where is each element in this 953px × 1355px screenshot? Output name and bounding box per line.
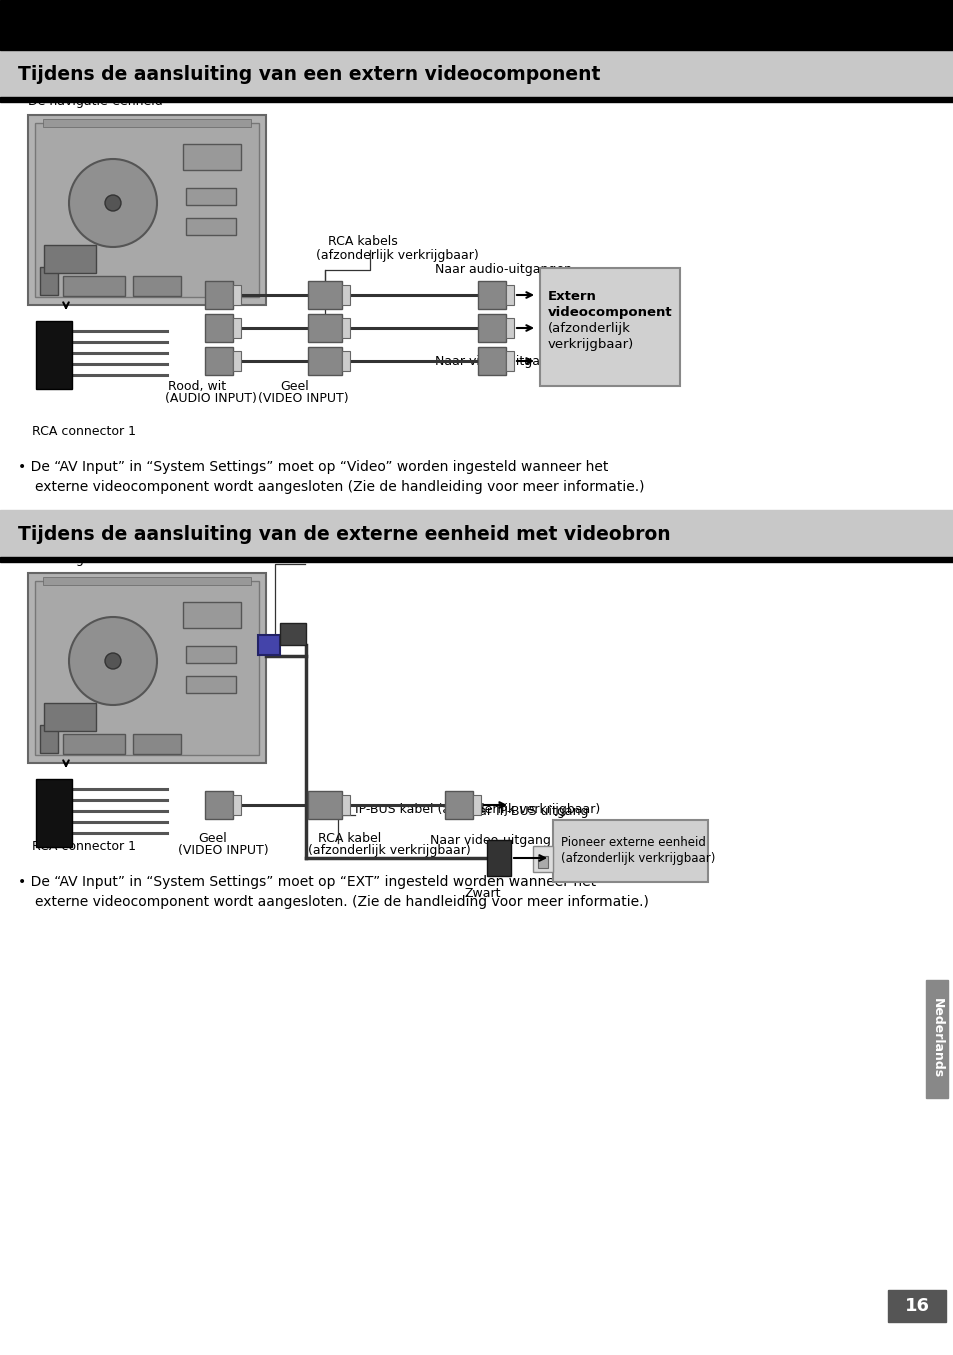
Text: RCA kabels: RCA kabels <box>328 234 397 248</box>
Text: Geel: Geel <box>198 832 227 846</box>
Circle shape <box>105 195 121 211</box>
Text: • De “AV Input” in “System Settings” moet op “EXT” ingesteld worden wanneer het: • De “AV Input” in “System Settings” moe… <box>18 875 596 889</box>
Text: (afzonderlijk: (afzonderlijk <box>547 322 630 335</box>
Bar <box>341 285 350 305</box>
Bar <box>0 50 953 98</box>
Text: (VIDEO INPUT): (VIDEO INPUT) <box>257 392 348 405</box>
Bar <box>477 347 505 375</box>
Text: IP-BUS kabel (afzonderlijk verkrijgbaar): IP-BUS kabel (afzonderlijk verkrijgbaar) <box>355 804 599 816</box>
Bar <box>233 351 241 371</box>
Bar <box>233 318 241 337</box>
Bar <box>887 1290 945 1322</box>
Bar <box>539 268 679 386</box>
Bar <box>308 314 341 341</box>
Circle shape <box>69 159 157 247</box>
Bar <box>925 980 947 1098</box>
Text: 16: 16 <box>903 1297 928 1314</box>
Text: (VIDEO INPUT): (VIDEO INPUT) <box>178 844 269 856</box>
Bar <box>505 318 514 337</box>
Bar <box>43 577 251 585</box>
Text: (afzonderlijk verkrijgbaar): (afzonderlijk verkrijgbaar) <box>315 249 478 262</box>
Text: RCA connector 1: RCA connector 1 <box>32 840 136 854</box>
Text: Pioneer externe eenheid: Pioneer externe eenheid <box>560 836 705 850</box>
Bar <box>280 623 306 645</box>
Bar <box>40 725 58 753</box>
Bar <box>0 0 953 50</box>
Text: Tijdens de aansluiting van een extern videocomponent: Tijdens de aansluiting van een extern vi… <box>18 65 599 84</box>
Bar <box>63 276 125 295</box>
Bar <box>36 779 71 847</box>
Bar <box>183 144 241 169</box>
Bar <box>205 347 233 375</box>
Bar <box>36 321 71 389</box>
Text: (AUDIO INPUT): (AUDIO INPUT) <box>165 392 256 405</box>
Bar <box>205 280 233 309</box>
Bar <box>257 635 280 654</box>
Text: RCA connector 1: RCA connector 1 <box>32 425 136 438</box>
Text: Naar IP-BUS uitgang: Naar IP-BUS uitgang <box>461 805 588 818</box>
Text: Geel: Geel <box>280 379 309 393</box>
Bar <box>0 509 953 558</box>
Text: videocomponent: videocomponent <box>547 306 672 318</box>
Bar <box>44 703 96 730</box>
Bar <box>533 846 553 873</box>
Text: RCA kabel: RCA kabel <box>317 832 381 846</box>
Text: De navigatie-eenheid: De navigatie-eenheid <box>28 95 163 108</box>
Bar <box>0 557 953 562</box>
Bar <box>477 314 505 341</box>
Text: • De “AV Input” in “System Settings” moet op “Video” worden ingesteld wanneer he: • De “AV Input” in “System Settings” moe… <box>18 459 608 474</box>
Text: Zwart: Zwart <box>464 888 501 900</box>
Bar <box>341 351 350 371</box>
Bar <box>205 314 233 341</box>
Bar <box>486 840 511 875</box>
Bar <box>473 795 480 814</box>
Bar <box>308 280 341 309</box>
Bar <box>341 318 350 337</box>
Bar <box>132 276 181 295</box>
Text: Tijdens de aansluiting van de externe eenheid met videobron: Tijdens de aansluiting van de externe ee… <box>18 524 670 543</box>
Bar <box>28 573 266 763</box>
Bar <box>63 734 125 753</box>
Bar <box>186 188 235 205</box>
Bar <box>553 820 707 882</box>
Bar <box>233 285 241 305</box>
Bar <box>233 795 241 814</box>
Bar <box>444 791 473 818</box>
Text: (afzonderlijk verkrijgbaar): (afzonderlijk verkrijgbaar) <box>308 844 470 856</box>
Circle shape <box>69 617 157 705</box>
Bar <box>505 351 514 371</box>
Text: Naar audio-uitgangen: Naar audio-uitgangen <box>435 263 572 276</box>
Text: Rood, wit: Rood, wit <box>168 379 226 393</box>
Text: Blauw: Blauw <box>305 551 343 565</box>
Bar <box>341 795 350 814</box>
Text: externe videocomponent wordt aangesloten. (Zie de handleiding voor meer informat: externe videocomponent wordt aangesloten… <box>35 896 648 909</box>
Text: verkrijgbaar): verkrijgbaar) <box>547 337 634 351</box>
Bar <box>505 285 514 305</box>
Bar <box>44 245 96 272</box>
Text: Nederlands: Nederlands <box>929 997 943 1079</box>
Bar <box>183 602 241 627</box>
Bar <box>186 676 235 692</box>
Bar <box>43 119 251 127</box>
Bar <box>35 123 258 297</box>
Text: externe videocomponent wordt aangesloten (Zie de handleiding voor meer informati: externe videocomponent wordt aangesloten… <box>35 480 644 495</box>
Text: Extern: Extern <box>547 290 597 304</box>
Bar <box>35 581 258 755</box>
Bar <box>132 734 181 753</box>
Text: (afzonderlijk verkrijgbaar): (afzonderlijk verkrijgbaar) <box>560 852 715 864</box>
Bar <box>40 267 58 295</box>
Text: Naar video-uitgang: Naar video-uitgang <box>435 355 556 369</box>
Bar <box>205 791 233 818</box>
Bar <box>308 347 341 375</box>
Bar <box>28 115 266 305</box>
Bar <box>537 856 547 869</box>
Bar <box>477 280 505 309</box>
Text: De navigatie-eenheid: De navigatie-eenheid <box>28 553 163 566</box>
Text: Naar video-uitgang: Naar video-uitgang <box>430 833 550 847</box>
Bar <box>186 218 235 234</box>
Circle shape <box>105 653 121 669</box>
Bar <box>308 791 341 818</box>
Bar <box>186 646 235 663</box>
Bar <box>0 98 953 102</box>
